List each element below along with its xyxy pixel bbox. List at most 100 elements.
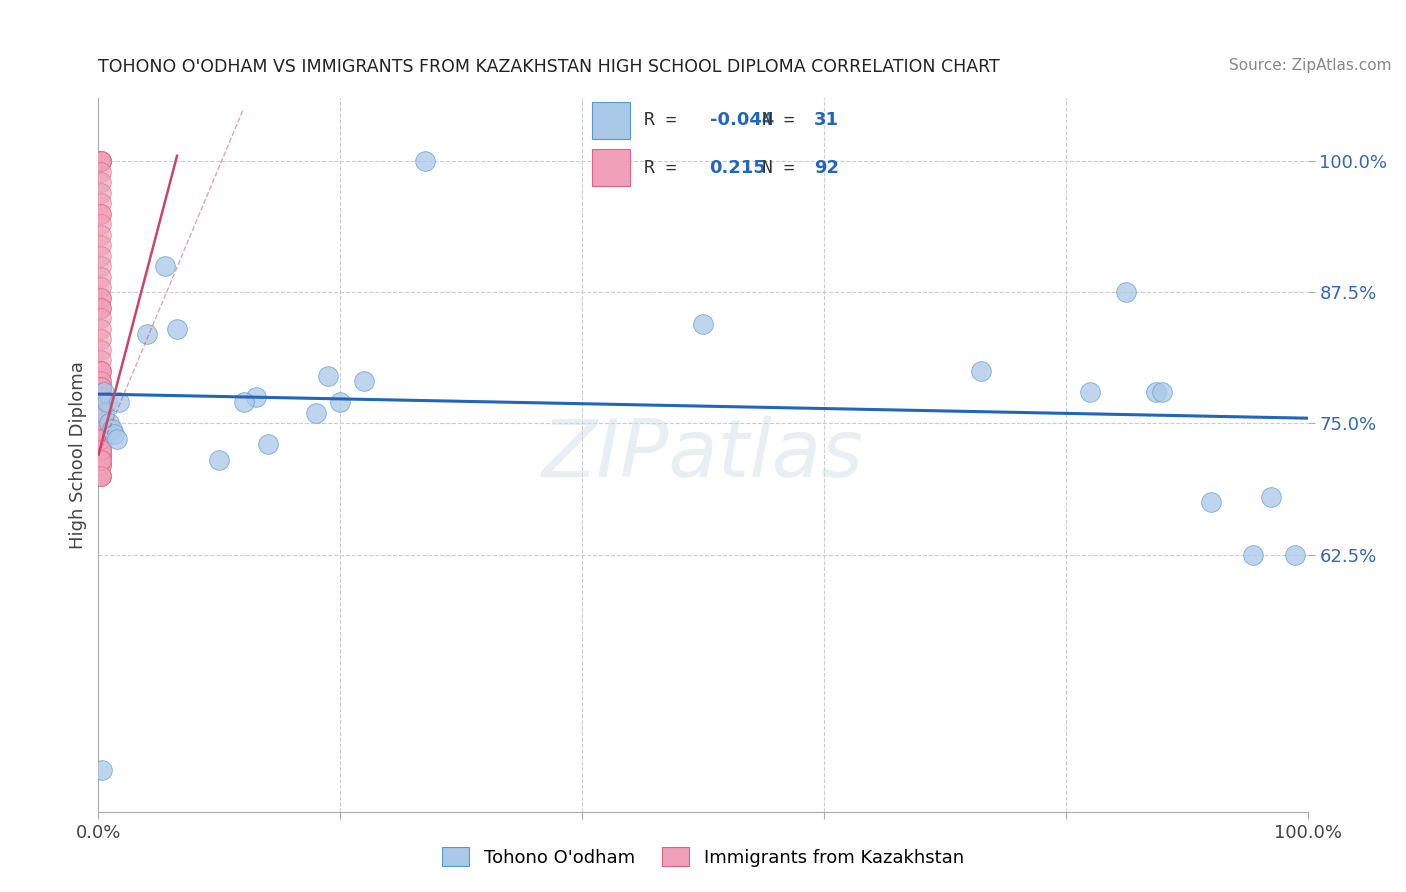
Point — [90, 380, 112, 394]
Point — [1199, 495, 1222, 509]
Point — [93, 406, 115, 420]
Text: N =: N = — [762, 159, 794, 177]
Point — [90, 458, 112, 473]
Point — [1241, 548, 1264, 562]
Point — [90, 380, 112, 394]
Legend: Tohono O'odham, Immigrants from Kazakhstan: Tohono O'odham, Immigrants from Kazakhst… — [434, 840, 972, 874]
Point — [90, 432, 112, 446]
Point — [413, 154, 436, 169]
Point — [90, 401, 112, 415]
Point — [90, 301, 112, 315]
Point — [90, 442, 112, 457]
Point — [90, 343, 112, 357]
Point — [90, 217, 112, 231]
Text: R =: R = — [644, 159, 676, 177]
Point — [256, 437, 278, 451]
Point — [90, 395, 112, 409]
Point — [90, 406, 112, 420]
Point — [90, 406, 112, 420]
Point — [90, 206, 112, 220]
Point — [90, 422, 112, 436]
Point — [90, 417, 112, 431]
Point — [90, 375, 112, 389]
Point — [90, 411, 112, 425]
Point — [90, 411, 112, 425]
Bar — [592, 102, 630, 139]
Point — [90, 353, 112, 368]
Point — [90, 401, 112, 415]
Point — [90, 432, 112, 446]
Point — [1078, 384, 1101, 399]
Point — [90, 437, 112, 451]
Point — [90, 401, 112, 415]
Point — [90, 448, 112, 462]
Bar — [592, 149, 630, 186]
Point — [245, 390, 267, 404]
Point — [90, 437, 112, 451]
Point — [90, 291, 112, 305]
Point — [90, 154, 112, 169]
Point — [90, 291, 112, 305]
Point — [108, 395, 131, 409]
Point — [90, 422, 112, 436]
Point — [90, 269, 112, 284]
Point — [90, 375, 112, 389]
Point — [90, 301, 112, 315]
Point — [90, 390, 112, 404]
Point — [90, 417, 112, 431]
Point — [90, 364, 112, 378]
Text: 0.215: 0.215 — [710, 159, 766, 177]
Text: N =: N = — [762, 112, 794, 129]
Text: R =: R = — [644, 112, 676, 129]
Point — [90, 395, 112, 409]
Point — [90, 406, 112, 420]
Point — [90, 417, 112, 431]
Point — [90, 448, 112, 462]
Text: 31: 31 — [814, 112, 839, 129]
Point — [90, 453, 112, 467]
Point — [90, 186, 112, 200]
Point — [90, 380, 112, 394]
Text: -0.044: -0.044 — [710, 112, 773, 129]
Point — [90, 380, 112, 394]
Point — [90, 384, 112, 399]
Point — [329, 395, 352, 409]
Point — [305, 406, 328, 420]
Point — [90, 426, 112, 441]
Point — [90, 206, 112, 220]
Point — [90, 469, 112, 483]
Point — [90, 422, 112, 436]
Point — [90, 432, 112, 446]
Point — [90, 154, 112, 169]
Point — [90, 411, 112, 425]
Text: ZIPatlas: ZIPatlas — [541, 416, 865, 494]
Point — [105, 432, 128, 446]
Point — [90, 395, 112, 409]
Point — [90, 442, 112, 457]
Point — [316, 369, 339, 384]
Point — [90, 395, 112, 409]
Point — [232, 395, 254, 409]
Point — [90, 154, 112, 169]
Point — [90, 311, 112, 326]
Point — [692, 317, 714, 331]
Point — [153, 259, 176, 273]
Point — [90, 448, 112, 462]
Point — [90, 453, 112, 467]
Point — [90, 469, 112, 483]
Point — [90, 364, 112, 378]
Point — [208, 453, 231, 467]
Point — [90, 154, 112, 169]
Text: Source: ZipAtlas.com: Source: ZipAtlas.com — [1229, 58, 1392, 73]
Point — [90, 458, 112, 473]
Point — [98, 417, 121, 431]
Point — [90, 469, 112, 483]
Point — [90, 384, 112, 399]
Point — [1284, 548, 1306, 562]
Point — [90, 432, 112, 446]
Point — [90, 384, 112, 399]
Point — [90, 422, 112, 436]
Point — [90, 238, 112, 252]
Point — [90, 227, 112, 242]
Point — [90, 196, 112, 211]
